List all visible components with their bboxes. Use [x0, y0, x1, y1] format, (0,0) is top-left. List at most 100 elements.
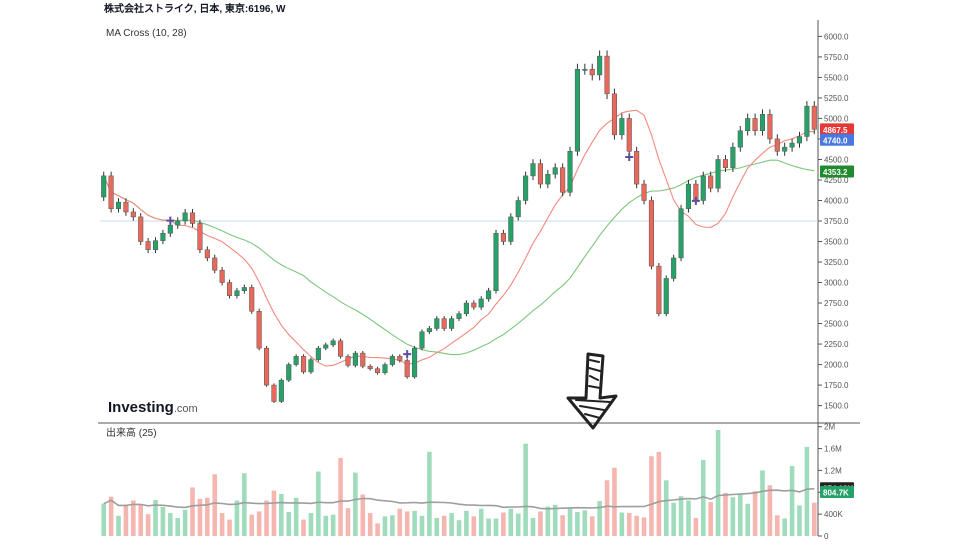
- candle-body: [123, 201, 129, 213]
- volume-bar: [567, 508, 573, 536]
- candle-body: [722, 159, 729, 168]
- volume-panel-label: 出来高 (25): [106, 426, 157, 439]
- volume-bar: [382, 516, 388, 536]
- volume-bar: [723, 492, 728, 536]
- price-tick-label: 2250.0: [824, 340, 849, 349]
- price-tick-label: 3250.0: [824, 258, 849, 267]
- candle-body: [597, 55, 603, 76]
- ma-cross-marker: [691, 196, 700, 205]
- candle-body: [545, 173, 551, 185]
- volume-bar: [649, 456, 654, 536]
- volume-bar: [797, 505, 802, 536]
- volume-bar: [449, 513, 454, 536]
- volume-bar: [108, 496, 114, 536]
- volume-bar: [308, 513, 314, 536]
- ma-fast-badge: 4740.0: [823, 136, 848, 145]
- volume-bars: [101, 430, 817, 536]
- candle-body: [715, 159, 721, 189]
- volume-bar: [663, 480, 669, 536]
- price-tick-label: 1500.0: [824, 402, 849, 411]
- volume-bar: [538, 511, 543, 536]
- price-tick-label: 5750.0: [824, 53, 849, 62]
- candle-body: [382, 364, 388, 374]
- volume-bar: [626, 513, 632, 536]
- volume-bar: [153, 499, 158, 536]
- candle-body: [708, 175, 714, 189]
- candle-body: [330, 340, 336, 346]
- volume-bar: [123, 505, 129, 536]
- candlesticks: [101, 50, 817, 404]
- volume-bar: [804, 446, 810, 536]
- volume-bar: [234, 500, 240, 536]
- volume-bar: [464, 510, 469, 536]
- volume-bar: [782, 518, 787, 536]
- candle-body: [426, 328, 432, 333]
- volume-bar: [316, 471, 321, 536]
- candle-body: [234, 290, 240, 296]
- volume-bar: [589, 516, 595, 536]
- price-tick-label: 1750.0: [824, 381, 849, 390]
- price-tick-label: 2500.0: [824, 320, 849, 329]
- volume-bar: [301, 519, 306, 536]
- volume-bar: [730, 497, 736, 536]
- volume-bar: [789, 466, 795, 536]
- volume-bar: [182, 509, 188, 536]
- candle-body: [308, 359, 314, 373]
- volume-tick-label: 400K: [824, 510, 843, 519]
- volume-bar: [375, 523, 380, 536]
- volume-bar: [656, 451, 662, 536]
- candle-body: [175, 220, 181, 226]
- candle-body: [537, 163, 543, 185]
- price-tick-label: 4250.0: [824, 176, 849, 185]
- price-tick-label: 3500.0: [824, 238, 849, 247]
- price-tick-label: 3000.0: [824, 279, 849, 288]
- indicator-label: MA Cross (10, 28): [106, 28, 187, 39]
- volume-bar: [597, 501, 602, 536]
- volume-bar: [678, 496, 684, 536]
- price-tick-label: 2750.0: [824, 299, 849, 308]
- volume-bar: [508, 508, 514, 536]
- volume-last-badge: 804.7K: [823, 489, 849, 498]
- price-tick-label: 5250.0: [824, 94, 849, 103]
- volume-bar: [582, 510, 588, 536]
- candle-body: [626, 118, 632, 152]
- volume-tick-label: 1.6M: [824, 445, 842, 454]
- price-tick-label: 5500.0: [824, 73, 849, 82]
- volume-bar: [175, 517, 181, 536]
- candle-body: [796, 136, 803, 144]
- volume-bar: [323, 515, 329, 536]
- volume-tick-label: 0: [824, 532, 829, 540]
- volume-bar: [101, 503, 106, 536]
- volume-bar: [767, 485, 773, 536]
- volume-bar: [197, 498, 203, 536]
- volume-ma: [103, 488, 815, 510]
- logo-main: Investing: [108, 399, 174, 416]
- price-tick-label: 5000.0: [824, 114, 849, 123]
- candle-body: [619, 118, 625, 136]
- price-tick-label: 6000.0: [824, 32, 849, 41]
- candle-body: [249, 287, 255, 312]
- volume-bar: [708, 502, 713, 536]
- candle-body: [759, 114, 766, 132]
- volume-bar: [138, 504, 144, 536]
- candle-body: [189, 212, 196, 224]
- ma-slow-badge: 4353.2: [823, 168, 848, 177]
- candle-body: [745, 118, 751, 132]
- volume-bar: [745, 503, 750, 536]
- chart-title: 株式会社ストライク, 日本, 東京:6196, W: [104, 2, 286, 15]
- candle-body: [219, 269, 225, 283]
- volume-bar: [486, 518, 491, 536]
- volume-bar: [700, 460, 706, 536]
- candle-body: [360, 352, 366, 367]
- candle-body: [315, 347, 321, 360]
- candle-body: [508, 216, 514, 242]
- candle-body: [160, 233, 166, 241]
- volume-tick-label: 2M: [824, 423, 835, 432]
- volume-bar: [360, 494, 366, 536]
- candle-body: [656, 265, 662, 314]
- candle-body: [641, 183, 647, 201]
- volume-bar: [390, 515, 395, 536]
- volume-last-badge-bg: [820, 486, 854, 499]
- candle-body: [671, 257, 677, 279]
